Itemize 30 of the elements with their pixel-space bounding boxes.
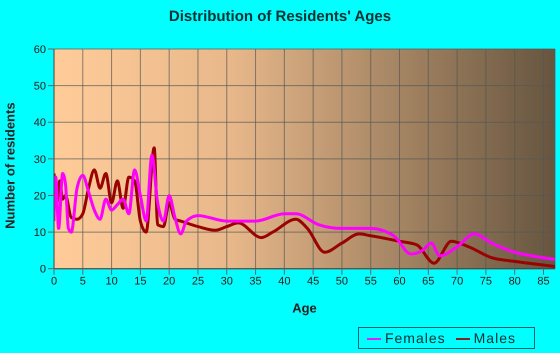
x-tick-label: 75 bbox=[480, 276, 492, 288]
y-tick-label: 0 bbox=[40, 264, 46, 276]
y-tick-label: 40 bbox=[34, 117, 46, 130]
legend-label: Females bbox=[384, 330, 446, 346]
x-tick-label: 40 bbox=[278, 276, 290, 288]
x-tick-label: 60 bbox=[393, 276, 406, 288]
y-tick-label: 30 bbox=[34, 154, 46, 166]
x-tick-label: 20 bbox=[163, 276, 176, 288]
x-tick-label: 65 bbox=[422, 276, 434, 288]
y-axis-title: Number of residents bbox=[2, 102, 18, 229]
x-tick-label: 70 bbox=[450, 276, 464, 288]
x-tick-label: 45 bbox=[307, 276, 320, 288]
x-tick-label: 15 bbox=[134, 276, 147, 288]
chart-title: Distribution of Residents' Ages bbox=[168, 8, 392, 25]
x-tick-label: 50 bbox=[336, 276, 348, 288]
x-tick-label: 35 bbox=[249, 276, 262, 288]
x-tick-label: 25 bbox=[192, 276, 204, 288]
x-tick-label: 80 bbox=[508, 276, 521, 288]
legend-label: Males bbox=[474, 330, 516, 346]
x-tick-label: 10 bbox=[105, 276, 118, 288]
y-tick-label: 50 bbox=[34, 80, 46, 93]
y-tick-label: 10 bbox=[34, 226, 46, 239]
y-tick-label: 60 bbox=[34, 44, 46, 56]
x-tick-label: 5 bbox=[80, 276, 86, 288]
x-axis-title: Age bbox=[292, 300, 317, 316]
x-tick-label: 55 bbox=[364, 276, 377, 288]
x-tick-label: 0 bbox=[50, 276, 58, 288]
x-tick-label: 85 bbox=[537, 276, 550, 288]
x-tick-label: 30 bbox=[220, 276, 233, 288]
y-tick-label: 20 bbox=[34, 190, 46, 202]
